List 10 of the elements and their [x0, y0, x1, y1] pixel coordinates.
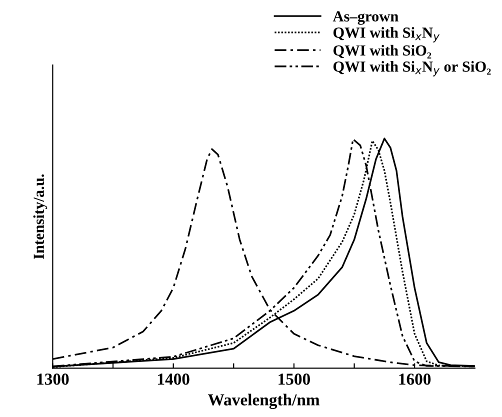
x-axis-title: Wavelength/nm — [208, 394, 320, 409]
legend-label: QWI with SiO₂ — [333, 44, 432, 59]
x-tick-label: 1500 — [278, 374, 310, 385]
legend-label: QWI with Si$_{x}$N$_{y}$ — [333, 27, 440, 42]
x-tick-label: 1400 — [158, 374, 190, 385]
legend-label: As–grown — [332, 11, 398, 25]
x-tick-label: 1600 — [399, 374, 431, 385]
x-tick-label: 1300 — [37, 374, 69, 385]
y-axis-title: Intensity/a.u. — [33, 174, 48, 259]
legend-label: QWI with Si$_{x}$N$_{y}$ or SiO₂ — [333, 61, 491, 76]
